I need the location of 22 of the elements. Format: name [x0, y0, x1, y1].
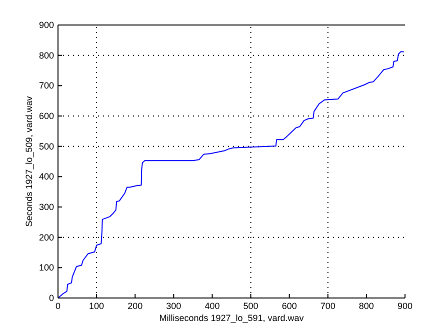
x-tick-label: 200 — [128, 301, 143, 311]
x-tick-label: 900 — [397, 301, 413, 311]
y-tick-label: 700 — [38, 80, 54, 91]
y-tick-label: 100 — [38, 262, 54, 273]
y-tick-label: 200 — [38, 232, 54, 242]
y-tick-label: 0 — [48, 293, 54, 303]
y-tick-label: 500 — [38, 141, 54, 152]
x-axis-title: Milliseconds 1927_lo_591, vard.wav — [159, 313, 304, 323]
x-tick-label: 700 — [320, 301, 336, 311]
y-axis-title: Seconds 1927_lo_509, vard.wav — [24, 96, 34, 227]
x-tick-label: 300 — [166, 301, 182, 311]
x-tick-label: 400 — [204, 301, 220, 311]
y-tick-label: 400 — [38, 172, 54, 182]
x-tick-label: 800 — [358, 301, 374, 311]
x-tick-label: 500 — [243, 301, 258, 311]
y-tick-label: 300 — [38, 202, 54, 212]
x-tick-label: 100 — [89, 301, 104, 311]
y-tick-label: 600 — [38, 111, 54, 121]
x-tick-label: 0 — [55, 301, 61, 311]
y-tick-label: 900 — [38, 20, 54, 30]
x-tick-label: 600 — [282, 301, 297, 311]
y-tick-label: 800 — [38, 50, 54, 60]
